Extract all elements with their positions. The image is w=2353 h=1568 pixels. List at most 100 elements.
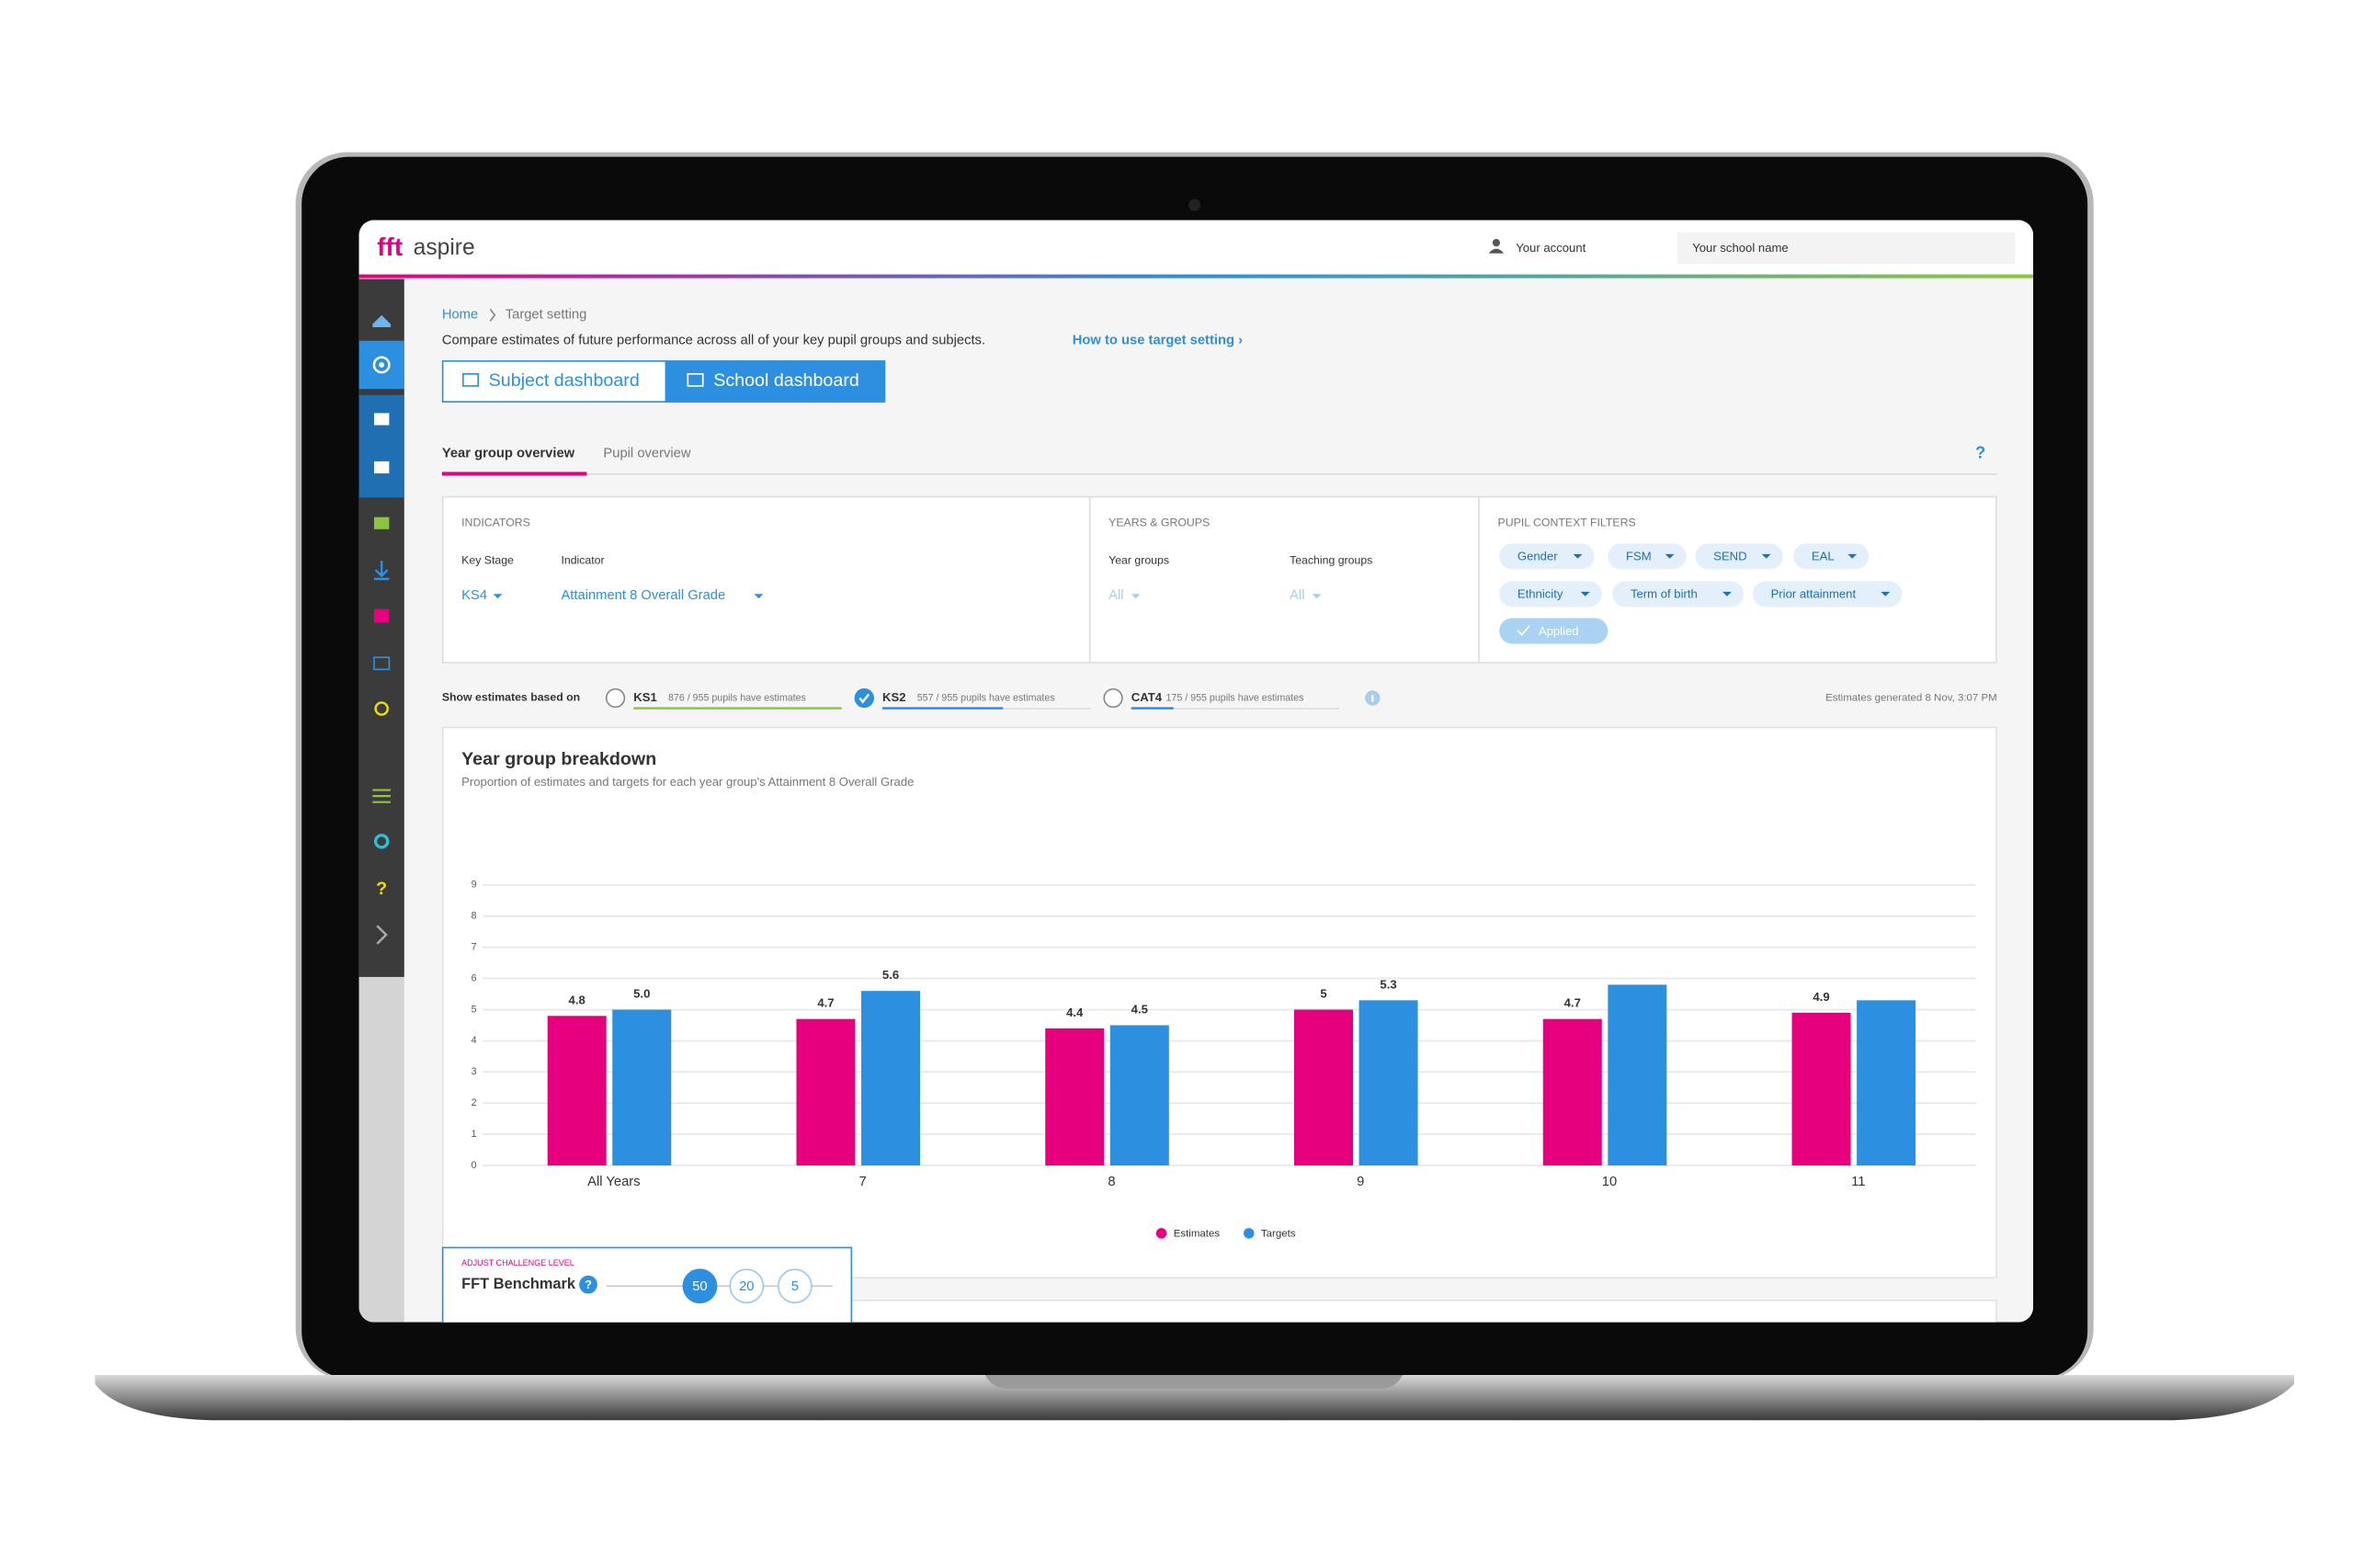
panel-title: PUPIL CONTEXT FILTERS [1498,516,1636,528]
radio[interactable] [1103,687,1123,709]
x-tick-label: 9 [1357,1175,1364,1189]
y-tick-label: 6 [472,972,477,983]
idea-icon[interactable] [374,701,389,716]
camera [1188,199,1201,211]
settings-list-icon[interactable] [372,789,392,803]
x-tick-label: 10 [1602,1175,1617,1189]
radio[interactable] [854,687,874,709]
bar [1791,1012,1851,1166]
school-dashboard-label[interactable]: School dashboard [713,370,859,391]
generated-note: Estimates generated 8 Nov, 3:07 PM [1825,693,1997,704]
school-icon[interactable] [373,413,390,426]
account-icon [1488,248,1505,254]
benchmark-option[interactable] [777,1268,813,1304]
button-icon [461,372,480,387]
key-stage-select[interactable]: KS4 [461,588,487,603]
legend-swatch [1155,1228,1167,1239]
caret [1665,553,1675,559]
value-label: 4.9 [1813,990,1829,1004]
analysis-icon[interactable] [373,608,390,623]
caret [1580,591,1590,597]
value-label: 4.7 [1564,996,1581,1010]
download-icon[interactable] [373,561,390,581]
chart-title: Year group breakdown [461,749,656,769]
filter-chip[interactable] [1612,581,1745,608]
filter-chip-label[interactable]: Term of birth [1631,587,1698,601]
subject-dashboard-label[interactable]: Subject dashboard [489,370,640,391]
intro-link[interactable]: How to use target setting › [1073,334,1243,348]
benchmark-option-label[interactable]: 20 [739,1279,754,1294]
benchmark-help[interactable] [579,1275,597,1294]
target-icon[interactable] [379,362,385,368]
chart: 0 1 2 3 4 5 6 7 8 9 All Years 4.8 5.0 7 4.7 5.6 8 4.4 4.5 9… [472,880,1976,1240]
header-rule [358,274,2034,278]
breadcrumb-home[interactable]: Home [442,308,478,323]
subject-icon[interactable] [373,460,390,474]
filter-chip-label[interactable]: Prior attainment [1771,587,1857,601]
filter-chip[interactable] [1499,581,1602,608]
filter-chip[interactable] [1608,543,1687,570]
indicator-select[interactable]: Attainment 8 Overall Grade [561,588,725,603]
y-tick-label: 5 [472,1004,477,1015]
value-label: 4.8 [569,993,585,1006]
caret [1573,553,1583,559]
brand-mark[interactable]: fft [377,233,403,261]
teaching-groups-select[interactable]: All [1290,588,1304,603]
bar [612,1009,672,1166]
breadcrumb-sep [489,308,496,322]
applied-label[interactable]: Applied [1539,624,1579,638]
help-link[interactable]: ? [1975,444,1985,462]
school-select[interactable] [1677,232,2016,265]
school-name[interactable]: Your school name [1692,241,1788,255]
chart-panel [441,726,1997,1279]
data-icon[interactable] [373,656,391,671]
tab[interactable]: Pupil overview [603,447,690,461]
filter-chip[interactable] [1499,543,1595,570]
filter-chip-label[interactable]: Ethnicity [1518,587,1563,601]
applied-button[interactable] [1499,618,1608,644]
subject-dashboard-button[interactable] [441,360,667,403]
screen: fft aspire Your account Your school name… [358,220,2034,1323]
help-icon[interactable]: ? [376,879,387,899]
reports-icon[interactable] [373,517,390,529]
caret [1761,553,1771,559]
filter-chip[interactable] [1752,581,1903,608]
tab-active[interactable]: Year group overview [442,447,575,461]
benchmark-option[interactable] [729,1268,765,1304]
filter-chip-label[interactable]: SEND [1713,550,1746,563]
laptop-base [95,1375,2295,1421]
filter-chip-label[interactable]: FSM [1626,550,1652,563]
filter-chip-label[interactable]: EAL [1812,550,1835,563]
filter-chip[interactable] [1695,543,1783,570]
benchmark-help-label[interactable]: ? [585,1278,592,1291]
school-dashboard-button[interactable] [665,360,886,403]
filter-panel [441,495,1997,664]
button-icon [687,372,704,387]
option-name[interactable]: CAT4 [1131,690,1163,704]
check-icon [1517,625,1530,636]
benchmark-option-label[interactable]: 50 [692,1279,707,1294]
option-name[interactable]: KS1 [633,690,657,704]
target-icon[interactable] [372,356,391,374]
filter-chip[interactable] [1793,543,1870,570]
option-name[interactable]: KS2 [882,690,906,704]
bar [1857,1000,1916,1166]
laptop-notch [984,1375,1404,1389]
value-label: 5.0 [633,987,650,1001]
expand-icon[interactable] [376,925,388,945]
filter-chip-label[interactable]: Gender [1518,550,1558,563]
bar [796,1018,856,1166]
y-tick-label: 3 [472,1066,477,1077]
x-tick-label: 11 [1851,1175,1865,1189]
account-icon [1492,239,1500,247]
benchmark-option[interactable] [682,1268,718,1304]
radio[interactable] [605,687,626,709]
home-icon[interactable] [372,314,392,327]
option-underline [633,707,842,710]
brand-name[interactable]: aspire [414,235,475,260]
account-link[interactable]: Your account [1516,241,1586,255]
year-groups-select[interactable]: All [1108,588,1123,603]
settings-icon[interactable] [373,834,390,849]
benchmark-option-label[interactable]: 5 [791,1279,799,1294]
